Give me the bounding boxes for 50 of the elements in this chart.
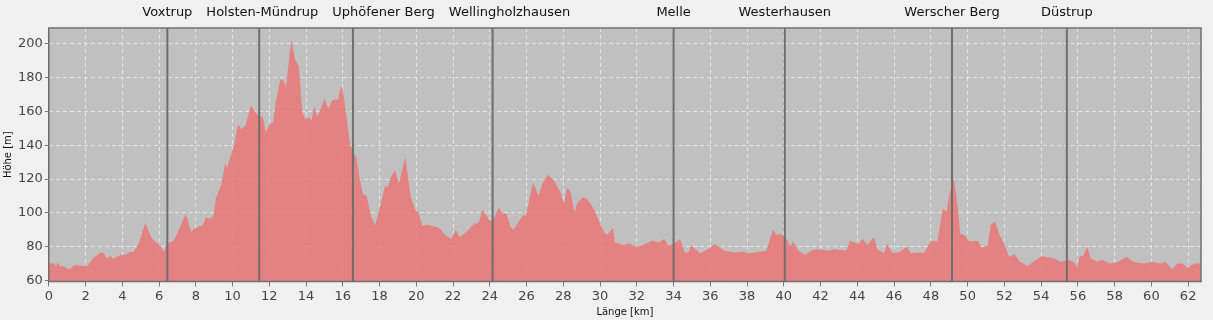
ref-line-label: Wellingholzhausen (448, 4, 571, 20)
x-tick-label: 40 (775, 287, 793, 303)
x-tick-label: 62 (1179, 287, 1197, 303)
x-tick-label: 28 (555, 287, 572, 303)
y-tick-label: 200 (17, 35, 43, 51)
x-tick-label: 50 (959, 287, 976, 303)
x-tick-label: 48 (922, 287, 940, 303)
x-tick-label: 30 (591, 287, 609, 303)
ref-line-label: Düstrup (1040, 4, 1093, 20)
x-tick-label: 24 (481, 287, 499, 303)
x-tick-label: 36 (702, 287, 719, 303)
y-tick-label: 120 (17, 170, 43, 186)
ref-line-label: Werscher Berg (904, 4, 1000, 20)
y-tick-label: 160 (17, 102, 43, 118)
x-tick-label: 34 (665, 287, 682, 303)
x-tick-label: 4 (118, 287, 127, 303)
y-tick-label: 140 (17, 136, 43, 152)
x-tick-label: 16 (334, 287, 352, 303)
x-tick-label: 44 (849, 287, 866, 303)
x-tick-label: 8 (191, 287, 200, 303)
ref-line-label: Westerhausen (738, 4, 832, 20)
x-axis-title: Länge [km] (596, 305, 654, 317)
ref-line-label: Melle (656, 4, 691, 20)
x-tick-label: 0 (44, 287, 53, 303)
y-tick-label: 100 (17, 204, 43, 220)
x-tick-label: 26 (518, 287, 535, 303)
x-tick-label: 60 (1143, 287, 1160, 303)
x-tick-label: 38 (738, 287, 756, 303)
x-tick-label: 56 (1069, 287, 1087, 303)
y-tick-label: 180 (17, 69, 43, 85)
y-tick-label: 80 (26, 237, 43, 253)
x-tick-label: 20 (408, 287, 425, 303)
ref-line-label: Holsten-Mündrup (206, 4, 319, 20)
x-tick-label: 46 (885, 287, 903, 303)
x-tick-label: 54 (1032, 287, 1050, 303)
x-tick-label: 14 (297, 287, 315, 303)
x-tick-label: 58 (1106, 287, 1123, 303)
x-tick-label: 52 (996, 287, 1013, 303)
x-tick-label: 18 (371, 287, 388, 303)
x-tick-label: 32 (628, 287, 646, 303)
ref-line-label: Uphöfener Berg (332, 4, 435, 20)
x-tick-label: 2 (81, 287, 90, 303)
ref-line-label: Voxtrup (142, 4, 193, 20)
x-tick-label: 22 (444, 287, 462, 303)
y-axis-title: Höhe [m] (1, 131, 13, 179)
x-tick-label: 10 (224, 287, 241, 303)
x-tick-label: 6 (154, 287, 164, 303)
x-tick-label: 12 (261, 287, 278, 303)
y-tick-label: 60 (26, 271, 43, 287)
x-tick-label: 42 (812, 287, 829, 303)
